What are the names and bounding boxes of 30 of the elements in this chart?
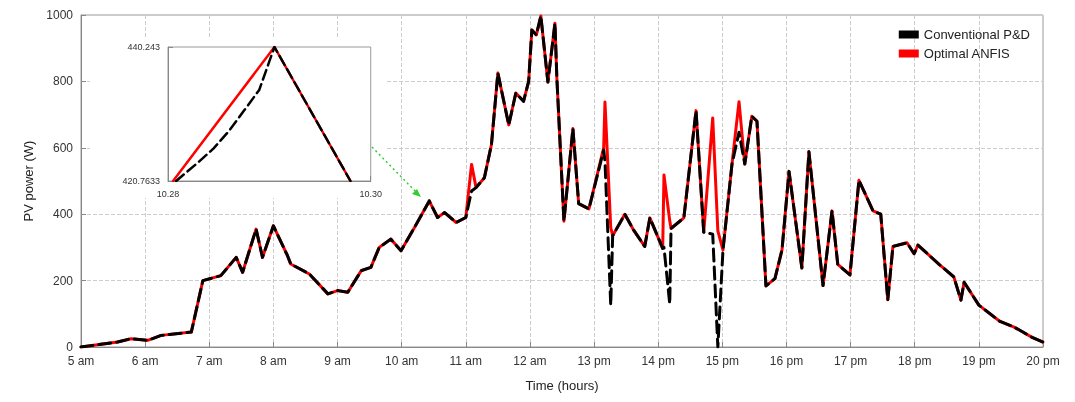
y-tick-label: 0 xyxy=(66,340,74,354)
x-tick-label: 18 pm xyxy=(898,354,932,368)
x-tick-label: 20 pm xyxy=(1026,354,1060,368)
x-tick-label: 10.30 xyxy=(359,188,382,199)
x-tick-label: 5 am xyxy=(67,354,95,368)
y-tick-label: 1000 xyxy=(46,8,74,22)
legend-label: Conventional P&D xyxy=(923,27,1031,42)
y-axis-title: PV power (W) xyxy=(21,140,37,222)
x-tick-label: 7 am xyxy=(195,354,223,368)
y-tick-label: 600 xyxy=(52,140,74,155)
y-tick-label: 800 xyxy=(52,74,74,89)
y-tick-label: 200 xyxy=(52,273,74,288)
x-tick-label: 13 pm xyxy=(577,354,611,368)
x-tick-label: 11 am xyxy=(449,354,483,368)
y-tick-label: 400 xyxy=(52,207,74,222)
x-tick-label: 16 pm xyxy=(769,354,804,368)
x-tick-label: 17 pm xyxy=(833,354,868,368)
x-tick-label: 12 am xyxy=(513,354,547,368)
y-tick-label: 420.7633 xyxy=(122,176,160,186)
legend-label: Optimal ANFIS xyxy=(923,46,1011,61)
x-tick-label: 9 am xyxy=(324,354,351,368)
x-tick-label: 10 am xyxy=(384,354,419,368)
x-tick-label: 19 pm xyxy=(962,354,996,368)
x-tick-label: 8 am xyxy=(260,354,287,368)
x-tick-label: 6 am xyxy=(131,354,159,368)
y-tick-label: 440.243 xyxy=(127,42,160,52)
x-axis-title: Time (hours) xyxy=(525,378,599,393)
x-tick-label: 15 pm xyxy=(705,354,740,368)
x-tick-label: 10.28 xyxy=(156,188,180,199)
x-tick-label: 14 pm xyxy=(641,354,675,368)
